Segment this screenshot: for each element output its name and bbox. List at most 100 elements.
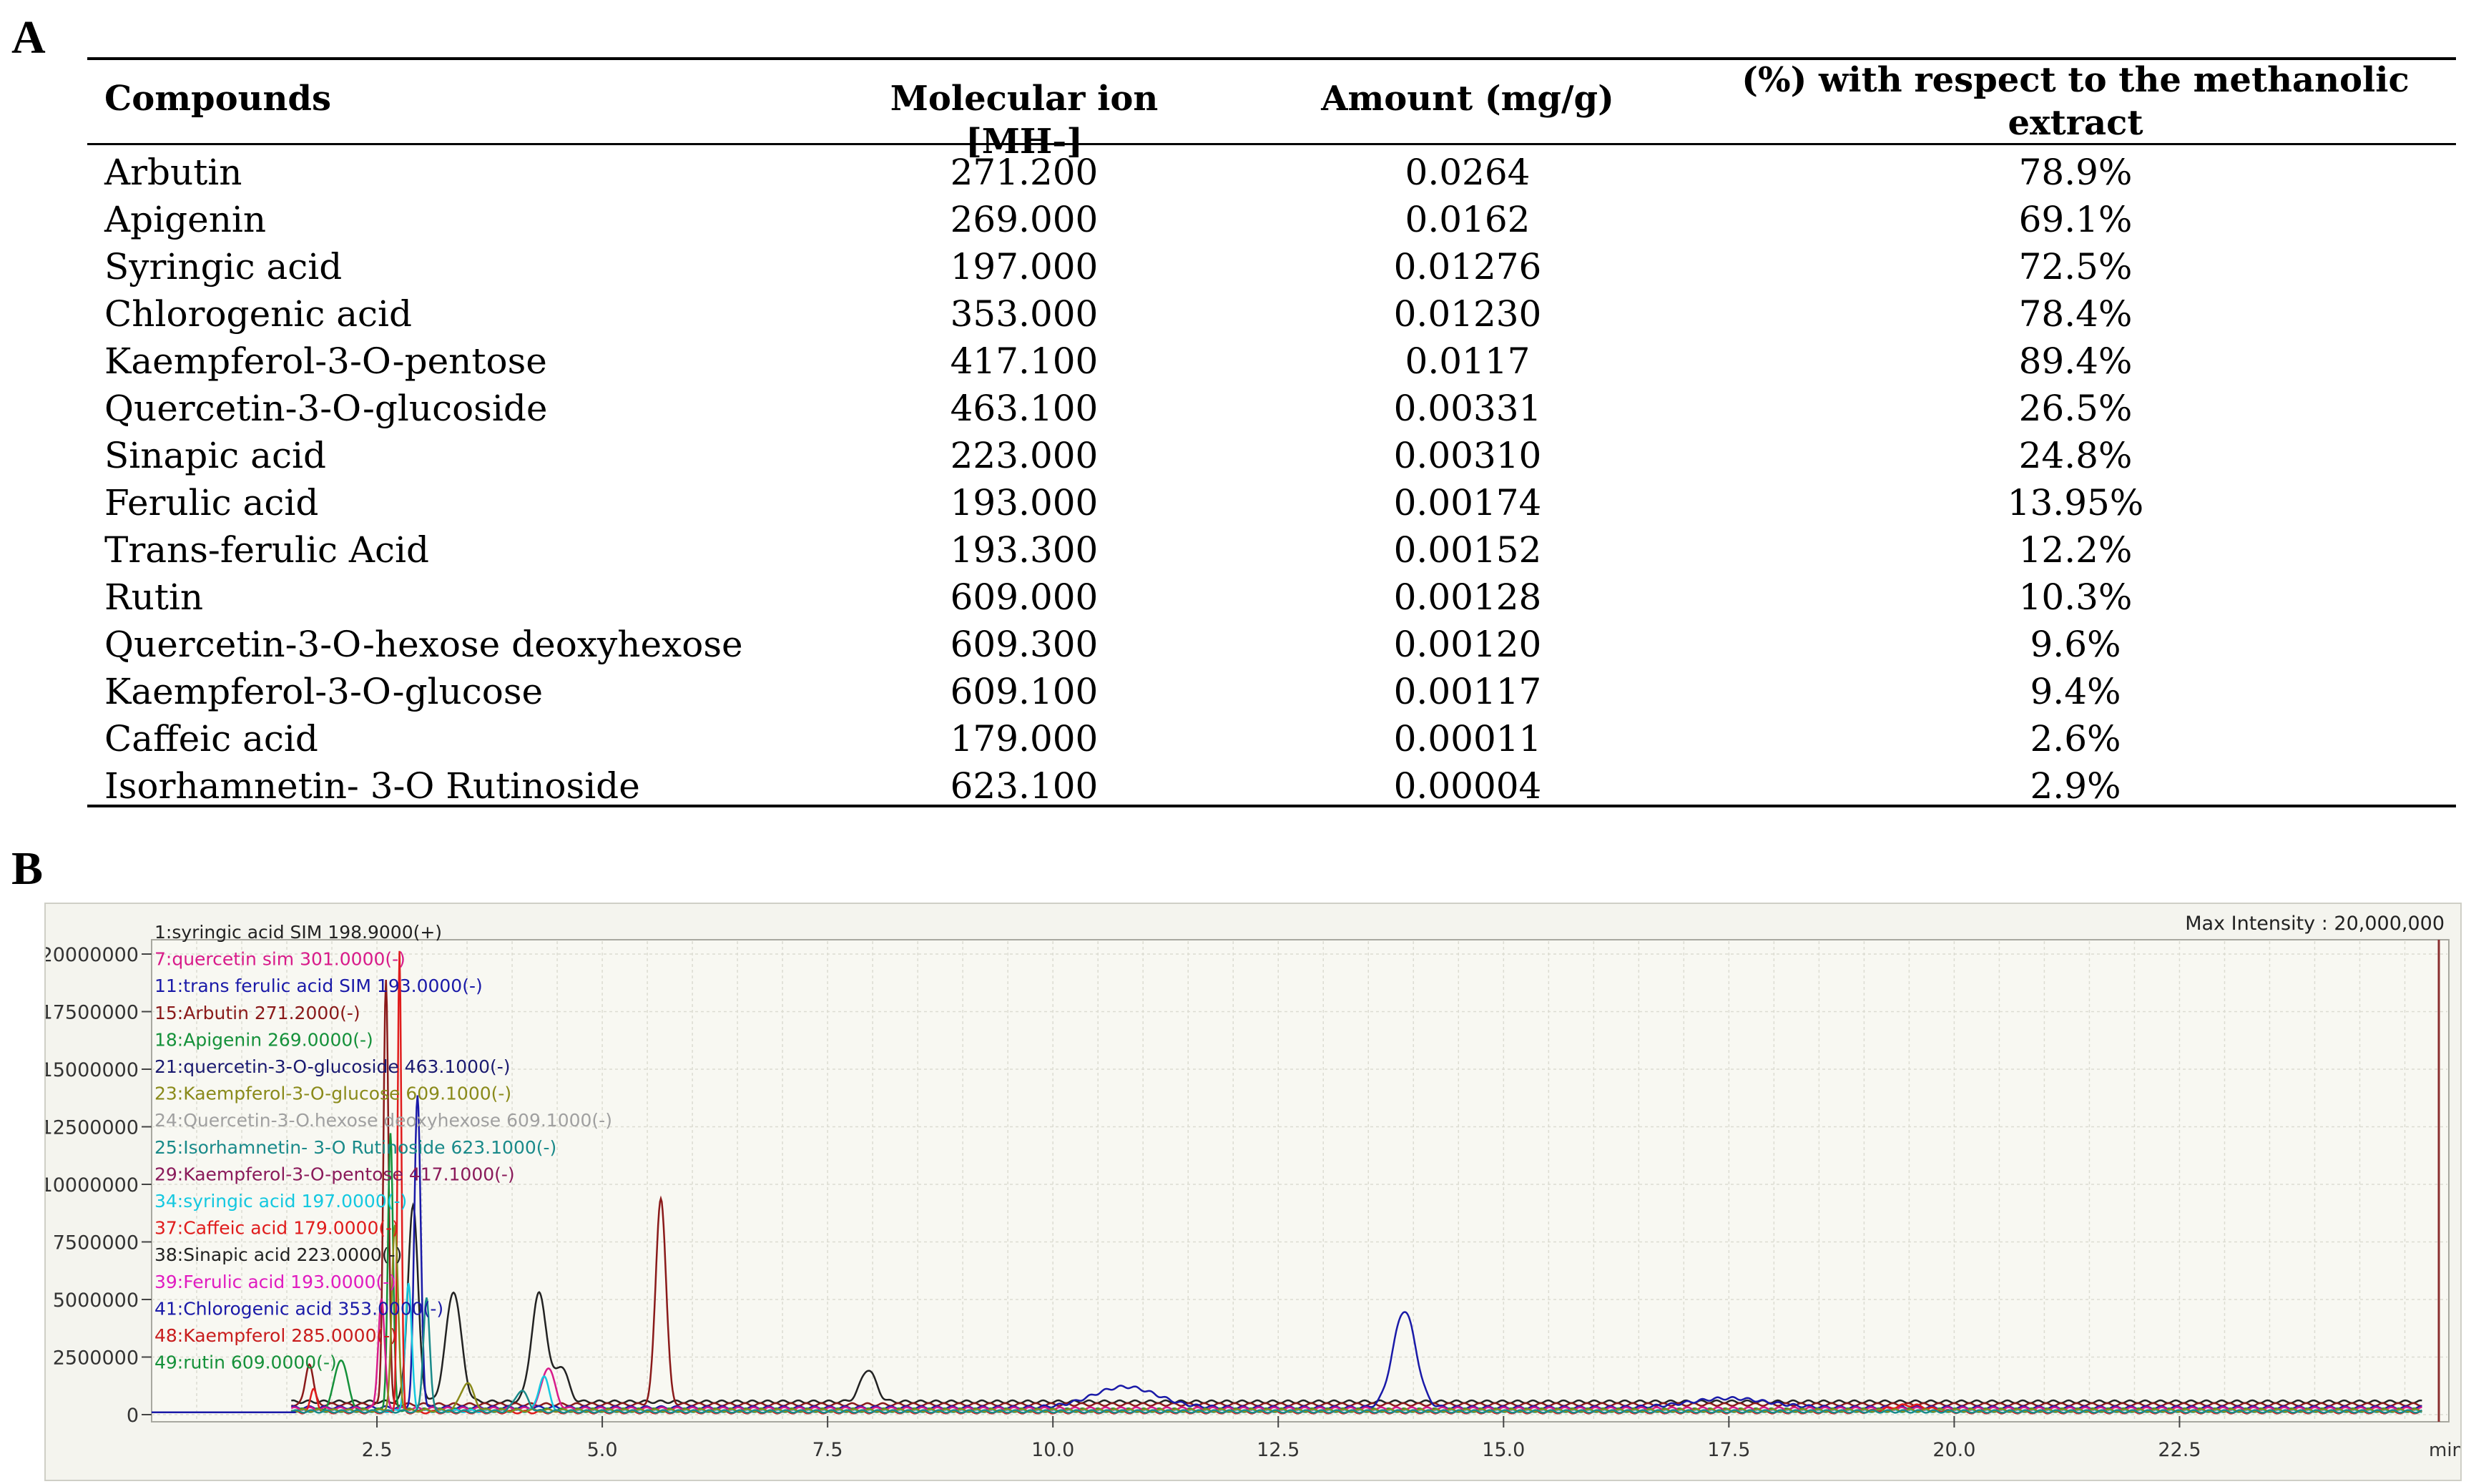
legend-entry: 48:Kaempferol 285.0000(-) bbox=[154, 1325, 397, 1346]
table-row: Syringic acid 197.000 0.01276 72.5% bbox=[87, 243, 2456, 290]
amount-cell: 0.0264 bbox=[1405, 152, 1531, 193]
header-percent-line1: (%) with respect to the methanolic bbox=[1742, 60, 2409, 100]
compound-cell: Apigenin bbox=[104, 199, 267, 240]
x-tick-label: 15.0 bbox=[1482, 1439, 1525, 1461]
percent-cell: 9.6% bbox=[2030, 624, 2121, 665]
x-unit-label: min bbox=[2429, 1440, 2460, 1461]
plot-area bbox=[151, 939, 2450, 1422]
legend-entry: 39:Ferulic acid 193.0000(-) bbox=[154, 1272, 396, 1292]
amount-cell: 0.00331 bbox=[1393, 388, 1542, 429]
table-row: Rutin 609.000 0.00128 10.3% bbox=[87, 574, 2456, 621]
table-row: Kaempferol-3-O-pentose 417.100 0.0117 89.4% bbox=[87, 338, 2456, 385]
amount-cell: 0.01276 bbox=[1393, 246, 1542, 288]
y-tick-label: 10000000 bbox=[46, 1174, 139, 1196]
compound-cell: Caffeic acid bbox=[104, 718, 318, 760]
panel-label-b: B bbox=[11, 842, 44, 895]
x-tick-label: 20.0 bbox=[1932, 1439, 1975, 1461]
table-row: Trans-ferulic Acid 193.300 0.00152 12.2% bbox=[87, 526, 2456, 574]
y-tick-label: 5000000 bbox=[53, 1289, 139, 1312]
table-row: Sinapic acid 223.000 0.00310 24.8% bbox=[87, 432, 2456, 479]
percent-cell: 72.5% bbox=[2018, 246, 2133, 288]
table-row: Apigenin 269.000 0.0162 69.1% bbox=[87, 196, 2456, 243]
chromatogram-trace bbox=[290, 1297, 2422, 1414]
legend-entry: 34:syringic acid 197.0000(-) bbox=[154, 1191, 407, 1212]
y-tick-label: 7500000 bbox=[53, 1232, 139, 1254]
molecular-ion-cell: 463.100 bbox=[950, 388, 1099, 429]
y-tick-label: 15000000 bbox=[46, 1059, 139, 1081]
percent-cell: 10.3% bbox=[2018, 576, 2133, 618]
molecular-ion-cell: 271.200 bbox=[950, 152, 1099, 193]
chromatogram-trace bbox=[290, 979, 2422, 1407]
compound-cell: Kaempferol-3-O-glucose bbox=[104, 671, 544, 712]
chromatogram-plot: 20000000 17500000 15000000 12500000 10000000… bbox=[46, 913, 2460, 1461]
y-tick-label: 0 bbox=[127, 1405, 139, 1427]
table-row: Chlorogenic acid 353.000 0.01230 78.4% bbox=[87, 290, 2456, 338]
compound-cell: Ferulic acid bbox=[104, 482, 319, 524]
compound-cell: Rutin bbox=[104, 576, 204, 618]
percent-cell: 78.9% bbox=[2018, 152, 2133, 193]
table-row: Quercetin-3-O-hexose deoxyhexose 609.300 0… bbox=[87, 621, 2456, 668]
x-tick-label: 5.0 bbox=[587, 1439, 618, 1461]
amount-cell: 0.00310 bbox=[1393, 435, 1542, 476]
compound-cell: Syringic acid bbox=[104, 246, 343, 288]
legend-entry: 15:Arbutin 271.2000(-) bbox=[154, 1003, 360, 1023]
compound-cell: Sinapic acid bbox=[104, 435, 326, 476]
molecular-ion-cell: 193.000 bbox=[950, 482, 1099, 524]
percent-cell: 24.8% bbox=[2018, 435, 2133, 476]
percent-cell: 12.2% bbox=[2018, 529, 2133, 571]
compound-cell: Trans-ferulic Acid bbox=[104, 529, 430, 571]
x-tick-label: 7.5 bbox=[812, 1439, 843, 1461]
legend-entry: 1:syringic acid SIM 198.9000(+) bbox=[154, 922, 442, 943]
percent-cell: 9.4% bbox=[2030, 671, 2121, 712]
molecular-ion-cell: 609.100 bbox=[950, 671, 1099, 712]
table-row: Caffeic acid 179.000 0.00011 2.6% bbox=[87, 715, 2456, 762]
header-compounds: Compounds bbox=[104, 79, 331, 119]
molecular-ion-cell: 197.000 bbox=[950, 246, 1099, 288]
molecular-ion-cell: 353.000 bbox=[950, 293, 1099, 335]
legend-entry: 21:quercetin-3-O-glucoside 463.1000(-) bbox=[154, 1056, 511, 1077]
molecular-ion-cell: 417.100 bbox=[950, 340, 1099, 382]
table-row: Ferulic acid 193.000 0.00174 13.95% bbox=[87, 479, 2456, 526]
table-row: Isorhamnetin- 3-O Rutinoside 623.100 0.000… bbox=[87, 762, 2456, 810]
percent-cell: 89.4% bbox=[2018, 340, 2133, 382]
y-tick-label: 2500000 bbox=[53, 1347, 139, 1370]
molecular-ion-cell: 269.000 bbox=[950, 199, 1099, 240]
x-tick-label: 22.5 bbox=[2158, 1439, 2201, 1461]
compound-cell: Chlorogenic acid bbox=[104, 293, 413, 335]
table-row: Arbutin 271.200 0.0264 78.9% bbox=[87, 149, 2456, 196]
compound-cell: Quercetin-3-O-glucoside bbox=[104, 388, 548, 429]
chromatogram-trace bbox=[290, 1224, 2422, 1413]
legend-entry: 41:Chlorogenic acid 353.0000(-) bbox=[154, 1298, 443, 1319]
compound-cell: Arbutin bbox=[104, 152, 242, 193]
compound-cell: Kaempferol-3-O-pentose bbox=[104, 340, 547, 382]
table-row: Kaempferol-3-O-glucose 609.100 0.00117 9.4% bbox=[87, 668, 2456, 715]
legend-entry: 7:quercetin sim 301.0000(-) bbox=[154, 949, 406, 970]
amount-cell: 0.00152 bbox=[1393, 529, 1542, 571]
max-intensity-label: Max Intensity : 20,000,000 bbox=[2185, 913, 2445, 935]
header-percent-line2: extract bbox=[2008, 103, 2143, 143]
legend-entry: 18:Apigenin 269.0000(-) bbox=[154, 1029, 373, 1050]
y-tick-label: 17500000 bbox=[46, 1002, 139, 1024]
legend-entry: 29:Kaempferol-3-O-pentose 417.1000(-) bbox=[154, 1164, 515, 1184]
percent-cell: 26.5% bbox=[2018, 388, 2133, 429]
legend-entry: 38:Sinapic acid 223.0000(-) bbox=[154, 1244, 402, 1265]
amount-cell: 0.0162 bbox=[1405, 199, 1531, 240]
table-top-rule bbox=[87, 57, 2456, 60]
table-bottom-rule bbox=[87, 805, 2456, 807]
amount-cell: 0.00011 bbox=[1393, 718, 1542, 760]
header-percent: (%) with respect to the methanolic extra… bbox=[1718, 59, 2433, 144]
table-row: Quercetin-3-O-glucoside 463.100 0.00331 26.… bbox=[87, 385, 2456, 432]
table-header-rule bbox=[87, 143, 2456, 145]
x-tick-label: 10.0 bbox=[1031, 1439, 1074, 1461]
molecular-ion-cell: 609.000 bbox=[950, 576, 1099, 618]
percent-cell: 13.95% bbox=[2007, 482, 2144, 524]
percent-cell: 2.6% bbox=[2030, 718, 2121, 760]
legend-entry: 49:rutin 609.0000(-) bbox=[154, 1352, 337, 1373]
amount-cell: 0.00117 bbox=[1393, 671, 1542, 712]
amount-cell: 0.0117 bbox=[1405, 340, 1531, 382]
amount-cell: 0.00120 bbox=[1393, 624, 1542, 665]
amount-cell: 0.00128 bbox=[1393, 576, 1542, 618]
compound-cell: Isorhamnetin- 3-O Rutinoside bbox=[104, 765, 640, 807]
molecular-ion-cell: 223.000 bbox=[950, 435, 1099, 476]
molecular-ion-cell: 193.300 bbox=[950, 529, 1099, 571]
